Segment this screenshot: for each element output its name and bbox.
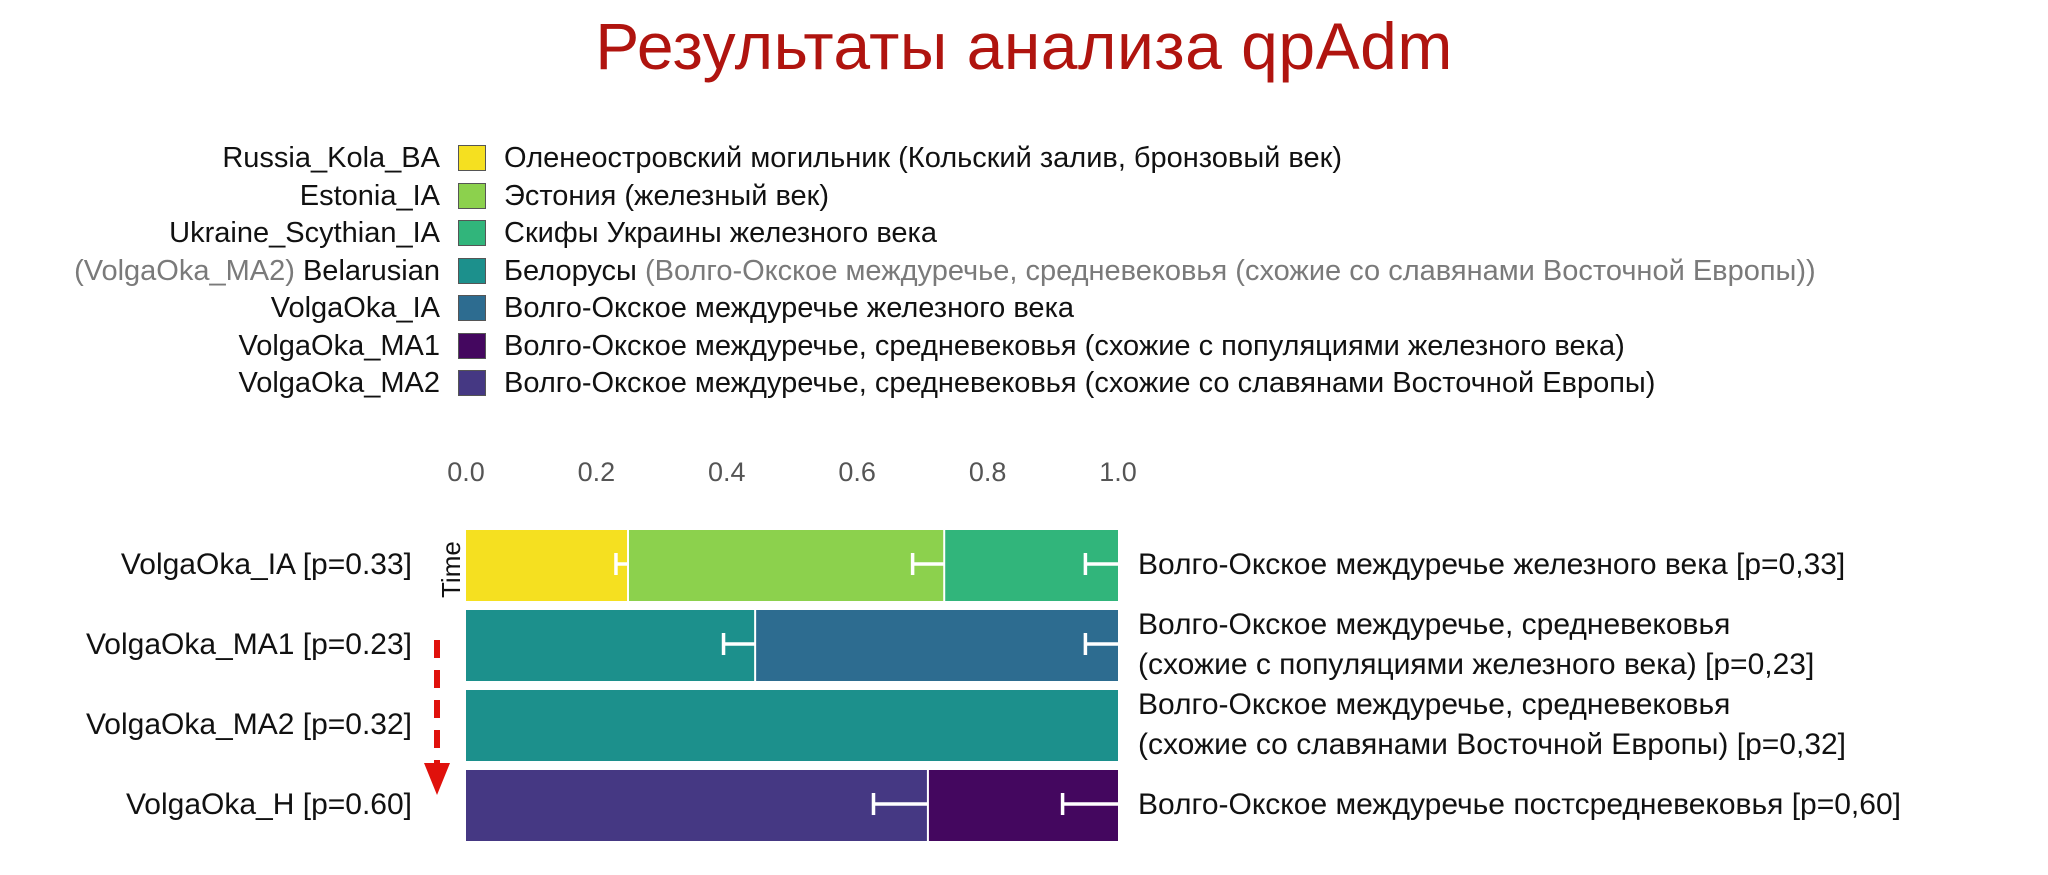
row-description: Волго-Окское междуречье, средневековья [1138,687,1731,721]
legend-description-text: Белорусы [504,254,637,287]
row-label: VolgaOka_H [p=0.60] [125,787,412,821]
legend-description: Волго-Окское междуречье железного века [504,289,1074,327]
legend-code-name: Russia_Kola_BA [222,142,440,174]
row-description: Волго-Окское междуречье, средневековья [1138,607,1731,641]
bar-segment [466,688,1118,761]
legend-description-text: Волго-Окское междуречье, средневековья (… [504,367,1656,399]
legend-swatch [458,145,486,171]
legend-code-name: VolgaOka_MA2 [238,367,440,399]
legend-code-name: Ukraine_Scythian_IA [169,217,440,249]
legend-code-name: Estonia_IA [299,179,440,212]
legend-code: VolgaOka_MA1 [238,327,440,365]
legend-description-text: Оленеостровский могильник (Кольский зали… [504,142,1342,174]
bar-segment [629,528,946,601]
x-tick-label: 1.0 [1099,457,1137,487]
row-description: (схожие с популяциями железного века) [p… [1138,647,1815,681]
bar-segment [756,608,1118,681]
legend-code: VolgaOka_MA2 [238,364,440,402]
legend-description-extra: (Волго-Окское междуречье, средневековья … [636,254,1816,287]
legend-item: VolgaOka_MA1 Волго-Окское междуречье, сре… [0,327,2048,365]
legend-code: VolgaOka_IA [271,289,440,327]
legend-item: VolgaOka_MA2 Волго-Окское междуречье, сре… [0,364,2048,402]
legend-code-name: VolgaOka_IA [270,292,440,324]
bar-segment [466,528,629,601]
time-arrow-head [424,763,450,795]
row-label: VolgaOka_MA2 [p=0.32] [85,707,412,741]
x-tick-label: 0.0 [447,457,485,487]
bar-segment [466,608,757,681]
legend-code-prefix: (VolgaOka_MA2) [74,254,303,287]
x-tick-label: 0.4 [708,457,746,487]
bar-segment [466,768,929,841]
legend-description: Волго-Окское междуречье, средневековья (… [504,364,1655,402]
legend-code: Russia_Kola_BA [222,139,440,177]
row-label: VolgaOka_IA [p=0.33] [120,547,412,581]
row-description: Волго-Окское междуречье постсредневековь… [1138,787,1901,821]
legend-swatch [458,370,486,396]
legend-description: Скифы Украины железного века [504,214,937,252]
legend-swatch [458,332,486,359]
legend-code: Ukraine_Scythian_IA [169,214,440,252]
legend-description: Оленеостровский могильник (Кольский зали… [504,139,1342,177]
legend-swatch [458,257,486,284]
legend-description: Белорусы (Волго-Окское междуречье, средн… [504,252,1816,290]
row-description: Волго-Окское междуречье железного века [… [1138,547,1846,581]
x-tick-label: 0.2 [577,457,616,487]
legend-item: Russia_Kola_BA Оленеостровский могильник … [0,139,2048,177]
x-tick-label: 0.8 [968,457,1007,487]
legend-swatch [458,182,486,209]
legend-description-text: Эстония (железный век) [504,179,830,212]
legend-swatch [458,220,486,246]
row-description: (схожие со славянами Восточной Европы) [… [1138,727,1847,761]
legend-code: (VolgaOka_MA2) Belarusian [74,252,440,290]
time-axis-label: Time [436,541,466,598]
legend-item: VolgaOka_IA Волго-Окское междуречье желез… [0,289,2048,327]
legend-item: Ukraine_Scythian_IA Скифы Украины железно… [0,214,2048,252]
legend-code-name: Belarusian [302,254,440,287]
legend-item: (VolgaOka_MA2) Belarusian Белорусы (Волго… [0,252,2048,290]
legend-description: Волго-Окское междуречье, средневековья (… [504,327,1625,365]
legend-code-name: VolgaOka_MA1 [238,329,440,362]
legend-description-text: Скифы Украины железного века [504,217,937,249]
x-tick-label: 0.6 [838,457,876,487]
row-label: VolgaOka_MA1 [p=0.23] [85,627,412,661]
legend-description-text: Волго-Окское междуречье, средневековья (… [504,329,1625,362]
legend-item: Estonia_IA Эстония (железный век) [0,177,2048,215]
chart-title: Результаты анализа qpAdm [595,9,1453,83]
legend-description-text: Волго-Окское междуречье железного века [504,292,1075,324]
legend-swatch [458,295,486,321]
legend-code: Estonia_IA [300,177,440,215]
legend-description: Эстония (железный век) [504,177,829,215]
